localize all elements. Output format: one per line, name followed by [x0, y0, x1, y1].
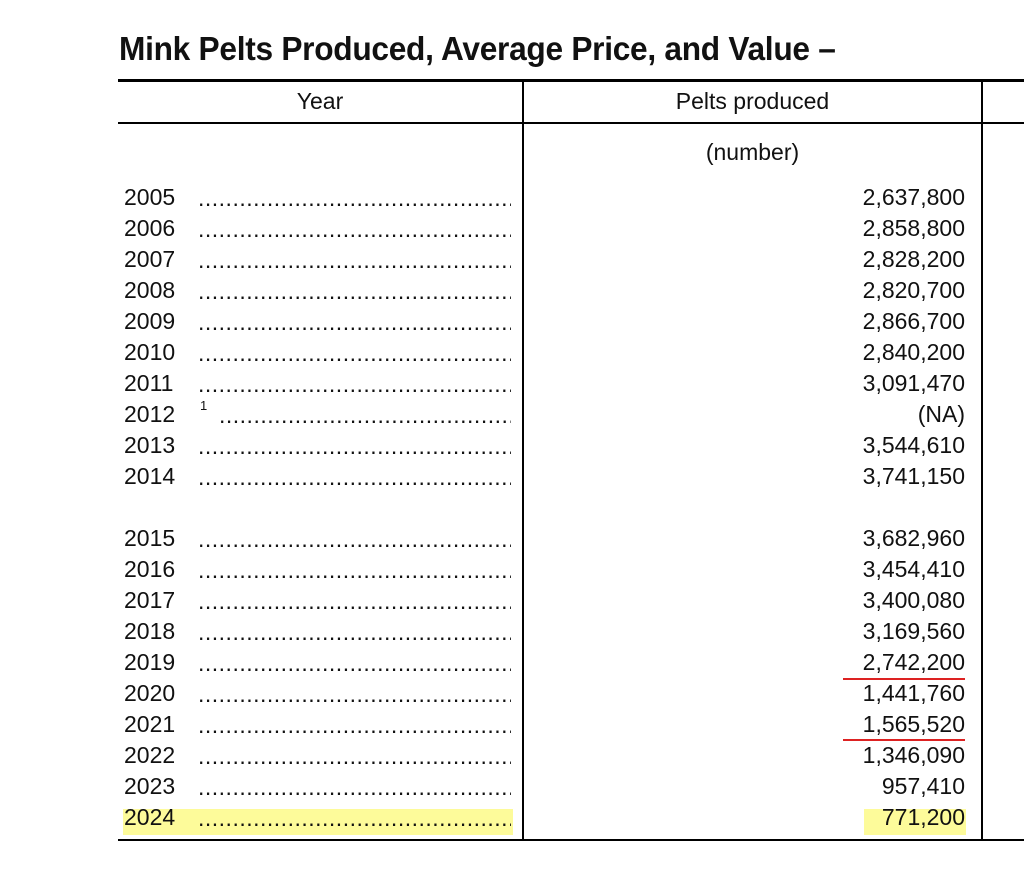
table-row: 2006....................................… [118, 214, 982, 245]
year-cell: 2005 [124, 184, 176, 210]
pelts-value-cell: 3,544,610 [862, 432, 965, 458]
pelts-unit-label: (number) [705, 139, 800, 165]
table-bottom-rule [118, 839, 1024, 841]
table-top-rule [118, 79, 1024, 82]
highlight-year-2024 [123, 809, 513, 835]
year-cell: 2017 [124, 587, 176, 613]
leader-dots: ........................................… [219, 402, 511, 428]
leader-dots: ........................................… [198, 805, 511, 831]
pelts-value-cell: 1,565,520 [862, 711, 965, 737]
leader-dots: ........................................… [198, 371, 511, 397]
year-cell: 2009 [124, 308, 176, 334]
table-row: 2013....................................… [118, 431, 982, 462]
column-divider-1 [522, 80, 524, 840]
leader-dots: ........................................… [198, 464, 511, 490]
year-cell: 2023 [124, 773, 176, 799]
pelts-value-cell: (NA) [917, 401, 965, 427]
spellcheck-underline-2019 [843, 678, 965, 680]
leader-dots: ........................................… [198, 340, 511, 366]
pelts-value-cell: 2,742,200 [862, 649, 965, 675]
leader-dots: ........................................… [198, 526, 511, 552]
table-row: 2010....................................… [118, 338, 982, 369]
leader-dots: ........................................… [198, 619, 511, 645]
year-cell: 2011 [124, 370, 174, 396]
table-row: 2018....................................… [118, 617, 982, 648]
pelts-value-cell: 3,454,410 [862, 556, 965, 582]
pelts-value-cell: 3,169,560 [862, 618, 965, 644]
year-cell: 2014 [124, 463, 176, 489]
year-cell: 2019 [124, 649, 176, 675]
pelts-value-cell: 3,091,470 [862, 370, 965, 396]
table-row: 2011....................................… [118, 369, 982, 400]
leader-dots: ........................................… [198, 247, 511, 273]
pelts-value-cell: 957,410 [881, 773, 965, 799]
footnote-marker: 1 [200, 398, 208, 413]
year-column-header: Year [296, 88, 344, 114]
year-cell: 2021 [124, 711, 176, 737]
leader-dots: ........................................… [198, 309, 511, 335]
leader-dots: ........................................… [198, 712, 511, 738]
pelts-value-cell: 3,400,080 [862, 587, 965, 613]
pelts-value-cell: 2,828,200 [862, 246, 965, 272]
highlight-value-2024 [864, 809, 966, 835]
header-bottom-rule [118, 122, 1024, 124]
leader-dots: ........................................… [198, 588, 511, 614]
year-cell: 2022 [124, 742, 176, 768]
year-cell: 2020 [124, 680, 176, 706]
pelts-value-cell: 1,346,090 [862, 742, 965, 768]
table-row: 2016....................................… [118, 555, 982, 586]
pelts-value-cell: 1,441,760 [862, 680, 965, 706]
year-cell: 2016 [124, 556, 176, 582]
table-row: 2021....................................… [118, 710, 982, 741]
table-row: 2020....................................… [118, 679, 982, 710]
year-cell: 2006 [124, 215, 176, 241]
pelts-value-cell: 2,866,700 [862, 308, 965, 334]
leader-dots: ........................................… [198, 185, 511, 211]
table-row: 2012 1...................................… [118, 398, 982, 431]
leader-dots: ........................................… [198, 774, 511, 800]
year-cell: 2015 [124, 525, 176, 551]
leader-dots: ........................................… [198, 433, 511, 459]
pelts-value-cell: 3,741,150 [862, 463, 965, 489]
leader-dots: ........................................… [198, 681, 511, 707]
pelts-value-cell: 3,682,960 [862, 525, 965, 551]
leader-dots: ........................................… [198, 650, 511, 676]
pelts-value-cell: 2,637,800 [862, 184, 965, 210]
table-row: 2009....................................… [118, 307, 982, 338]
pelts-column-header: Pelts produced [675, 88, 830, 114]
leader-dots: ........................................… [198, 557, 511, 583]
year-cell: 2008 [124, 277, 176, 303]
pelts-value-cell: 2,858,800 [862, 215, 965, 241]
table-row: 2022....................................… [118, 741, 982, 772]
table-row: 2019....................................… [118, 648, 982, 679]
table-row: 2017....................................… [118, 586, 982, 617]
table-row: 2005....................................… [118, 183, 982, 214]
year-cell: 2013 [124, 432, 176, 458]
table-title: Mink Pelts Produced, Average Price, and … [119, 30, 836, 67]
year-cell: 2007 [124, 246, 176, 272]
year-cell: 2024 [124, 804, 176, 830]
table-row: 2024....................................… [118, 803, 982, 834]
table-row: 2014....................................… [118, 462, 982, 493]
leader-dots: ........................................… [198, 216, 511, 242]
year-cell: 2012 [124, 401, 176, 427]
year-cell: 2018 [124, 618, 176, 644]
table-row: 2023....................................… [118, 772, 982, 803]
spellcheck-underline-2021 [843, 739, 965, 741]
pelts-value-cell: 2,840,200 [862, 339, 965, 365]
table-row: 2007....................................… [118, 245, 982, 276]
table-row: 2015....................................… [118, 524, 982, 555]
leader-dots: ........................................… [198, 278, 511, 304]
column-divider-2 [981, 80, 983, 840]
year-cell: 2010 [124, 339, 176, 365]
pelts-value-cell: 771,200 [881, 804, 965, 830]
leader-dots: ........................................… [198, 743, 511, 769]
pelts-value-cell: 2,820,700 [862, 277, 965, 303]
table-row: 2008....................................… [118, 276, 982, 307]
